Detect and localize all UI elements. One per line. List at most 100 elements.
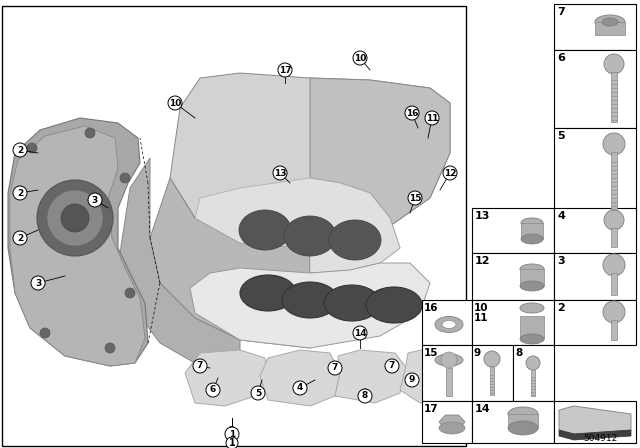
- Polygon shape: [8, 118, 148, 366]
- Bar: [554, 128, 636, 218]
- Polygon shape: [195, 178, 400, 273]
- Circle shape: [603, 254, 625, 276]
- Text: 2: 2: [557, 303, 564, 313]
- Ellipse shape: [521, 218, 543, 228]
- Text: 4: 4: [297, 383, 303, 392]
- Circle shape: [168, 96, 182, 110]
- Text: 7: 7: [557, 7, 564, 17]
- Bar: [446, 368, 452, 396]
- Ellipse shape: [284, 216, 336, 256]
- Circle shape: [603, 133, 625, 155]
- Text: 8: 8: [515, 348, 522, 358]
- Bar: [422, 300, 472, 345]
- Bar: [554, 50, 636, 128]
- Ellipse shape: [520, 264, 544, 274]
- Bar: [520, 269, 544, 286]
- Text: 15: 15: [424, 348, 438, 358]
- Bar: [472, 401, 554, 443]
- Circle shape: [443, 166, 457, 180]
- Text: 17: 17: [278, 65, 291, 74]
- Polygon shape: [150, 178, 310, 348]
- Circle shape: [88, 193, 102, 207]
- Circle shape: [526, 356, 540, 370]
- Circle shape: [273, 166, 287, 180]
- Circle shape: [193, 359, 207, 373]
- Ellipse shape: [520, 334, 544, 344]
- Circle shape: [40, 328, 50, 338]
- Ellipse shape: [508, 407, 538, 421]
- Bar: [490, 367, 494, 395]
- Polygon shape: [170, 73, 450, 248]
- Circle shape: [604, 54, 624, 74]
- Polygon shape: [10, 126, 145, 366]
- Text: 7: 7: [332, 363, 338, 372]
- Text: 14: 14: [475, 404, 491, 414]
- Ellipse shape: [439, 422, 465, 434]
- Circle shape: [13, 231, 27, 245]
- Ellipse shape: [520, 281, 544, 291]
- Bar: [554, 401, 636, 443]
- Ellipse shape: [442, 320, 456, 328]
- Bar: [611, 228, 617, 247]
- Bar: [554, 300, 636, 345]
- Circle shape: [120, 173, 130, 183]
- Circle shape: [353, 51, 367, 65]
- Bar: [554, 253, 636, 300]
- Ellipse shape: [324, 285, 380, 321]
- Polygon shape: [120, 158, 240, 373]
- Text: 14: 14: [354, 328, 366, 337]
- Ellipse shape: [520, 303, 544, 313]
- Circle shape: [405, 106, 419, 120]
- Text: 6: 6: [210, 385, 216, 395]
- Polygon shape: [439, 415, 465, 429]
- Circle shape: [328, 361, 342, 375]
- Polygon shape: [260, 350, 340, 406]
- Circle shape: [293, 381, 307, 395]
- Ellipse shape: [521, 234, 543, 244]
- Text: 16: 16: [424, 303, 438, 313]
- Circle shape: [278, 63, 292, 77]
- Bar: [531, 370, 535, 396]
- Ellipse shape: [239, 210, 291, 250]
- Text: 8: 8: [362, 392, 368, 401]
- Bar: [611, 320, 617, 340]
- Circle shape: [13, 143, 27, 157]
- Circle shape: [226, 437, 238, 448]
- Text: 7: 7: [197, 362, 203, 370]
- Circle shape: [13, 186, 27, 200]
- Text: 5: 5: [557, 131, 564, 141]
- Text: 1: 1: [228, 425, 236, 438]
- Circle shape: [85, 128, 95, 138]
- Bar: [422, 345, 472, 401]
- Text: 504912: 504912: [584, 434, 618, 443]
- Circle shape: [27, 143, 37, 153]
- Circle shape: [61, 204, 89, 232]
- Text: 17: 17: [424, 404, 438, 414]
- Circle shape: [425, 111, 439, 125]
- Text: 3: 3: [557, 256, 564, 266]
- Text: 4: 4: [557, 211, 565, 221]
- Circle shape: [125, 288, 135, 298]
- Bar: [472, 345, 513, 401]
- Circle shape: [603, 301, 625, 323]
- Bar: [611, 273, 617, 295]
- Ellipse shape: [435, 354, 463, 366]
- Text: 2: 2: [17, 233, 23, 242]
- Text: 10: 10: [354, 53, 366, 63]
- Circle shape: [408, 191, 422, 205]
- Ellipse shape: [595, 15, 625, 29]
- Text: 12: 12: [475, 256, 490, 266]
- Text: 10: 10: [169, 99, 181, 108]
- Circle shape: [206, 383, 220, 397]
- Circle shape: [385, 359, 399, 373]
- Ellipse shape: [602, 18, 618, 26]
- Circle shape: [441, 352, 457, 368]
- Text: 9: 9: [409, 375, 415, 384]
- Ellipse shape: [435, 316, 463, 332]
- Circle shape: [405, 373, 419, 387]
- Text: 1: 1: [228, 438, 236, 448]
- Bar: [508, 414, 538, 428]
- Ellipse shape: [282, 282, 338, 318]
- Polygon shape: [559, 406, 631, 434]
- Text: 16: 16: [406, 108, 419, 117]
